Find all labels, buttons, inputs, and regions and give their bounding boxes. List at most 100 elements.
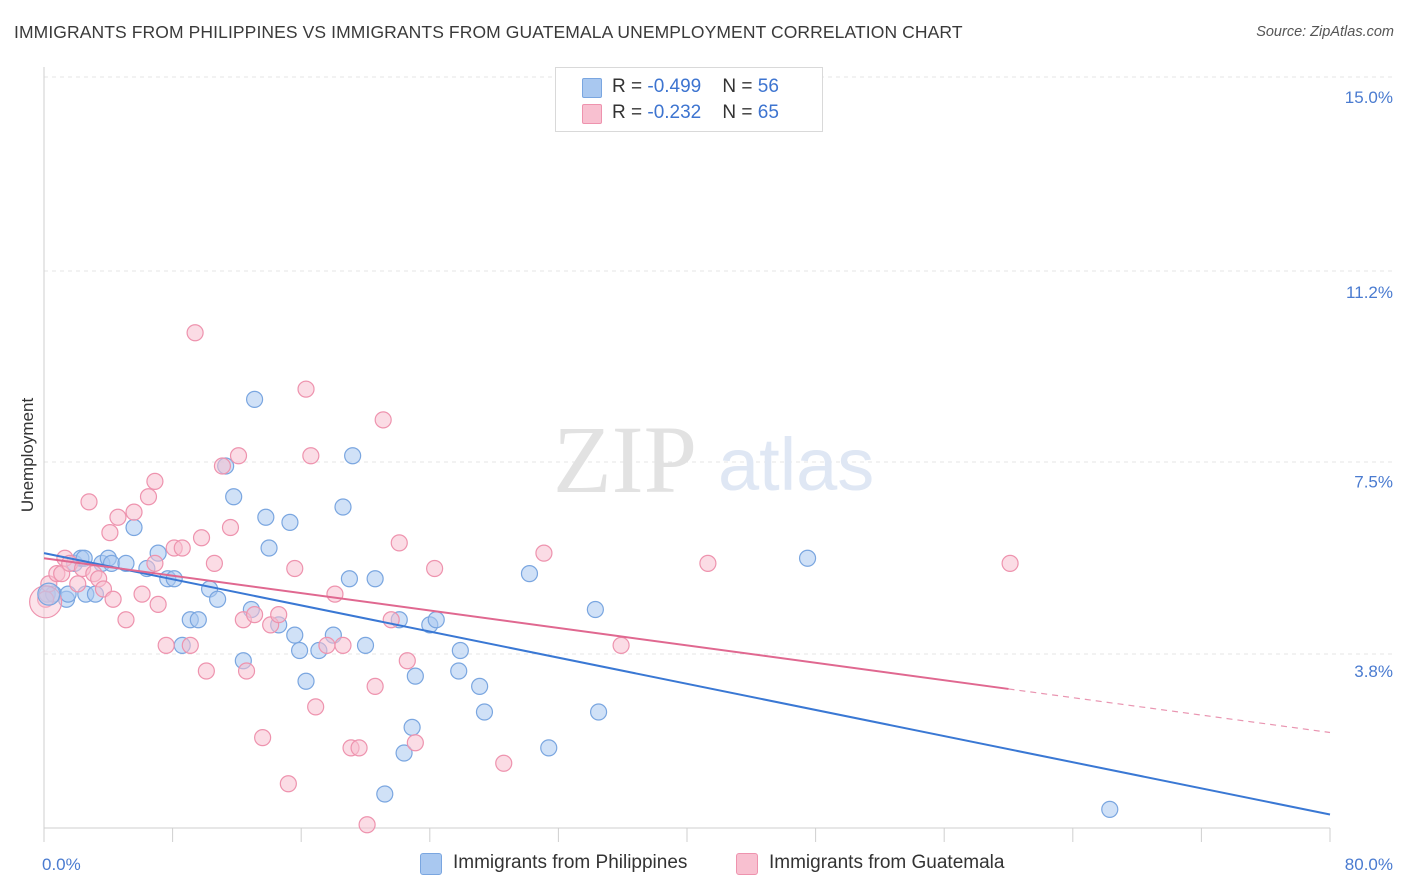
point-philippines	[798, 549, 817, 567]
legend-swatch-guatemala	[582, 104, 602, 124]
legend-stats: R = -0.499 N = 56 R = -0.232 N = 65	[555, 67, 823, 132]
point-guatemala	[612, 636, 630, 654]
legend-series: Immigrants from Philippines Immigrants f…	[0, 851, 1406, 877]
n-value: 65	[757, 102, 779, 123]
point-guatemala	[192, 529, 211, 547]
point-philippines	[281, 513, 299, 531]
point-philippines	[189, 611, 207, 629]
point-philippines	[376, 785, 394, 803]
point-guatemala	[279, 775, 297, 793]
r-label: R =	[612, 76, 648, 97]
trendline-guatemala	[43, 557, 1009, 690]
point-philippines	[406, 667, 424, 685]
point-guatemala	[186, 324, 204, 342]
r-value: -0.232	[647, 102, 702, 123]
point-philippines	[471, 677, 489, 695]
point-guatemala	[229, 447, 248, 465]
point-guatemala	[374, 411, 392, 429]
point-guatemala	[358, 816, 376, 834]
point-philippines	[403, 718, 421, 736]
point-guatemala	[197, 662, 215, 680]
axes	[43, 67, 1331, 842]
point-guatemala	[334, 636, 352, 654]
point-guatemala	[80, 493, 98, 511]
point-philippines	[356, 636, 375, 654]
point-philippines	[225, 488, 243, 506]
point-guatemala	[104, 590, 122, 608]
point-philippines	[427, 611, 445, 629]
point-guatemala	[237, 662, 256, 680]
tick-labels: 3.8% 7.5% 11.2% 15.0% 0.0% 80.0%	[42, 88, 1393, 874]
point-guatemala	[173, 539, 191, 557]
legend-swatch-philippines	[582, 78, 602, 98]
point-philippines	[366, 570, 384, 588]
n-value: 56	[757, 76, 779, 97]
trend-lines	[43, 552, 1331, 816]
y-tick-label: 15.0%	[1345, 88, 1393, 107]
legend-label-guatemala: Immigrants from Guatemala	[769, 852, 1005, 873]
data-points	[29, 324, 1119, 834]
legend-swatch-philippines	[420, 853, 442, 875]
chart-title: IMMIGRANTS FROM PHILIPPINES VS IMMIGRANT…	[14, 22, 963, 42]
point-guatemala	[318, 636, 336, 654]
point-guatemala	[270, 606, 288, 624]
trendline-guatemala-extension	[1008, 688, 1331, 734]
point-philippines	[475, 703, 494, 721]
point-guatemala	[157, 636, 175, 654]
point-guatemala	[1001, 554, 1019, 572]
point-guatemala	[146, 472, 164, 490]
n-label: N =	[722, 102, 758, 123]
point-philippines	[297, 672, 315, 690]
point-guatemala	[146, 554, 164, 572]
point-guatemala	[495, 754, 513, 772]
point-guatemala	[181, 636, 199, 654]
point-philippines	[290, 641, 309, 660]
point-philippines	[395, 744, 413, 762]
point-guatemala	[390, 534, 408, 552]
point-philippines	[520, 565, 539, 583]
point-guatemala	[125, 503, 143, 521]
point-guatemala	[426, 559, 444, 578]
legend-swatch-guatemala	[736, 853, 758, 875]
point-guatemala	[139, 488, 158, 506]
point-guatemala	[205, 554, 223, 572]
point-philippines	[245, 390, 264, 408]
point-guatemala	[406, 734, 424, 752]
r-label: R =	[612, 102, 648, 123]
point-guatemala	[535, 544, 553, 562]
point-guatemala	[398, 652, 416, 670]
point-guatemala	[307, 698, 325, 716]
point-philippines	[450, 662, 468, 680]
point-philippines	[260, 539, 278, 557]
r-value: -0.499	[647, 76, 702, 97]
point-philippines	[540, 739, 558, 757]
watermark-atlas: atlas	[718, 423, 874, 506]
point-guatemala	[133, 585, 151, 603]
point-philippines	[1101, 800, 1119, 818]
point-guatemala	[286, 559, 304, 578]
legend-label-philippines: Immigrants from Philippines	[453, 852, 688, 873]
point-guatemala	[101, 524, 119, 542]
x-tick-label: 0.0%	[42, 855, 81, 874]
point-philippines	[37, 582, 61, 606]
point-philippines	[340, 570, 359, 588]
point-philippines	[589, 703, 608, 721]
point-philippines	[209, 590, 227, 608]
point-guatemala	[254, 729, 272, 747]
point-guatemala	[326, 585, 344, 603]
point-philippines	[451, 641, 469, 660]
point-guatemala	[149, 595, 167, 613]
point-philippines	[257, 508, 275, 526]
chart-source: Source: ZipAtlas.com	[1256, 24, 1394, 40]
point-philippines	[125, 518, 143, 537]
y-tick-label: 7.5%	[1354, 472, 1393, 491]
y-axis-title: Unemployment	[18, 398, 37, 513]
point-philippines	[344, 447, 362, 465]
trendline-philippines	[43, 552, 1331, 816]
point-guatemala	[699, 554, 717, 572]
point-philippines	[117, 554, 135, 572]
point-guatemala	[213, 457, 232, 475]
point-philippines	[286, 626, 304, 644]
point-guatemala	[117, 611, 135, 629]
